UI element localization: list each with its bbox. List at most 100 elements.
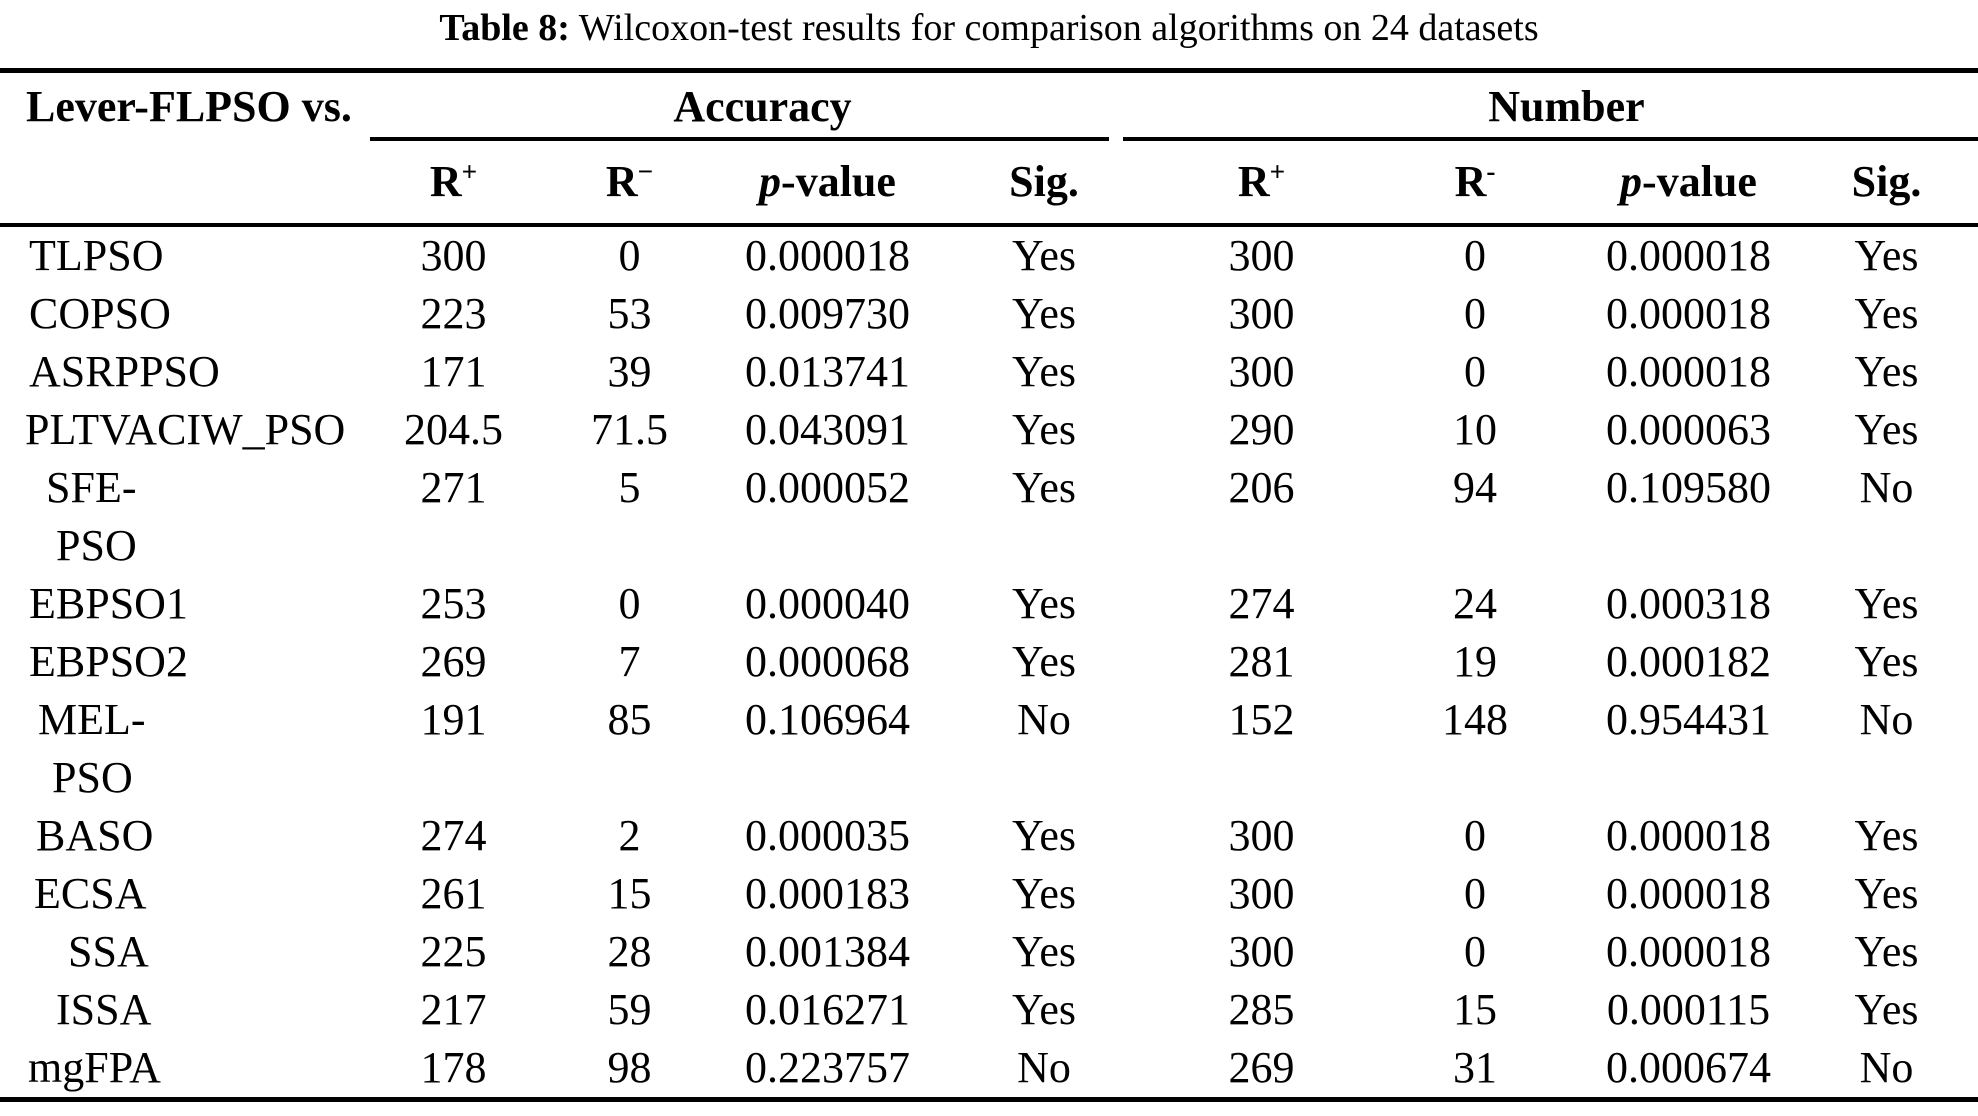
sub-header-num-sig: Sig. bbox=[1795, 140, 1978, 227]
cell-num-sig bbox=[1795, 517, 1978, 575]
r-plus-sup: + bbox=[1269, 156, 1286, 187]
cell-num-r-minus: 0 bbox=[1464, 927, 1486, 976]
cell-acc-r-minus: 85 bbox=[607, 695, 652, 744]
cell-num-r-minus: 0 bbox=[1464, 869, 1486, 918]
sub-header-num-r-minus: R- bbox=[1368, 140, 1582, 227]
cell-num-r-plus bbox=[1155, 749, 1368, 807]
table-row-continuation: PSO bbox=[0, 517, 1978, 575]
cell-num-r-plus: 300 bbox=[1228, 289, 1295, 338]
sub-header-empty bbox=[0, 140, 370, 227]
number-underline-rule bbox=[1123, 136, 1978, 141]
r-minus-sup: - bbox=[1486, 156, 1496, 187]
cell-algorithm: BASO bbox=[36, 811, 154, 860]
cell-num-sig: No bbox=[1859, 1043, 1914, 1092]
cell-num-r-plus: 300 bbox=[1228, 869, 1295, 918]
wilcoxon-results-table: Lever-FLPSO vs. Accuracy Number R+ R− p-… bbox=[0, 68, 1978, 1102]
group-header-accuracy: Accuracy bbox=[370, 71, 1155, 141]
cell-acc-r-minus: 2 bbox=[618, 811, 641, 860]
table-row: BASO 274 2 0.000035 Yes 300 0 0.000018 Y… bbox=[0, 807, 1978, 865]
table-row: MEL- 191 85 0.106964 No 152 148 0.954431… bbox=[0, 691, 1978, 749]
cell-acc-sig: Yes bbox=[1011, 405, 1077, 454]
sub-header-row: R+ R− p-value Sig. R+ R- p-value Sig. bbox=[0, 140, 1978, 227]
cell-algorithm: SFE- bbox=[46, 463, 137, 512]
cell-acc-r-plus: 178 bbox=[420, 1043, 487, 1092]
sub-header-acc-sig: Sig. bbox=[933, 140, 1155, 227]
cell-num-sig: Yes bbox=[1854, 811, 1919, 860]
cell-acc-r-minus: 59 bbox=[607, 985, 652, 1034]
cell-num-r-minus: 24 bbox=[1453, 579, 1497, 628]
cell-acc-r-minus: 28 bbox=[607, 927, 652, 976]
cell-num-r-plus: 300 bbox=[1228, 231, 1295, 280]
sub-header-num-p-value: p-value bbox=[1582, 140, 1795, 227]
cell-num-r-minus: 10 bbox=[1453, 405, 1497, 454]
cell-acc-r-minus: 15 bbox=[607, 869, 652, 918]
cell-num-r-plus: 269 bbox=[1228, 1043, 1295, 1092]
cell-acc-r-plus: 271 bbox=[420, 463, 487, 512]
cell-acc-p-value: 0.000183 bbox=[745, 869, 910, 918]
cell-num-r-minus: 15 bbox=[1453, 985, 1497, 1034]
cell-num-p-value: 0.109580 bbox=[1606, 463, 1771, 512]
cell-acc-p-value: 0.000052 bbox=[745, 463, 910, 512]
cell-num-sig: Yes bbox=[1854, 347, 1919, 396]
cell-num-sig: Yes bbox=[1854, 869, 1919, 918]
cell-algorithm: EBPSO1 bbox=[29, 579, 188, 628]
p-rest: -value bbox=[1642, 157, 1757, 206]
cell-acc-r-minus bbox=[537, 749, 722, 807]
cell-num-r-minus: 94 bbox=[1453, 463, 1497, 512]
cell-acc-sig: Yes bbox=[1011, 985, 1077, 1034]
cell-num-p-value: 0.000018 bbox=[1606, 811, 1771, 860]
cell-algorithm: ASRPPSO bbox=[29, 347, 220, 396]
table-body: TLPSO 300 0 0.000018 Yes 300 0 0.000018 … bbox=[0, 225, 1978, 1100]
r-plus-base: R bbox=[429, 157, 462, 206]
r-minus-base: R bbox=[1454, 157, 1487, 206]
cell-acc-sig: Yes bbox=[1011, 231, 1077, 280]
table-row: mgFPA 178 98 0.223757 No 269 31 0.000674… bbox=[0, 1039, 1978, 1100]
p-italic: p bbox=[759, 157, 782, 206]
cell-acc-p-value: 0.000040 bbox=[745, 579, 910, 628]
table-header: Lever-FLPSO vs. Accuracy Number R+ R− p-… bbox=[0, 71, 1978, 227]
cell-algorithm: ECSA bbox=[34, 869, 147, 918]
cell-acc-sig: Yes bbox=[1011, 637, 1077, 686]
cell-num-r-minus: 19 bbox=[1453, 637, 1497, 686]
cell-num-r-plus: 300 bbox=[1228, 811, 1295, 860]
cell-algorithm: EBPSO2 bbox=[29, 637, 188, 686]
cell-num-r-plus: 300 bbox=[1228, 347, 1295, 396]
cell-num-r-minus: 0 bbox=[1464, 811, 1486, 860]
cell-acc-p-value: 0.001384 bbox=[745, 927, 910, 976]
cell-acc-p-value: 0.000035 bbox=[745, 811, 910, 860]
cell-acc-p-value bbox=[722, 749, 933, 807]
table-row: ASRPPSO 171 39 0.013741 Yes 300 0 0.0000… bbox=[0, 343, 1978, 401]
cell-num-p-value: 0.000115 bbox=[1606, 985, 1771, 1034]
cell-acc-r-plus: 171 bbox=[420, 347, 487, 396]
header-lever-flpso-vs: Lever-FLPSO vs. bbox=[26, 82, 352, 132]
cell-num-r-minus: 31 bbox=[1453, 1043, 1497, 1092]
p-italic: p bbox=[1620, 157, 1643, 206]
cell-acc-r-minus: 0 bbox=[618, 579, 641, 628]
cell-num-r-plus: 300 bbox=[1228, 927, 1295, 976]
cell-acc-p-value: 0.009730 bbox=[745, 289, 910, 338]
cell-acc-r-plus: 274 bbox=[420, 811, 487, 860]
cell-num-sig: Yes bbox=[1854, 405, 1919, 454]
group-header-row: Lever-FLPSO vs. Accuracy Number bbox=[0, 71, 1978, 141]
sub-header-acc-p-value: p-value bbox=[722, 140, 933, 227]
cell-num-r-minus: 148 bbox=[1442, 695, 1508, 744]
sub-header-num-r-plus: R+ bbox=[1155, 140, 1368, 227]
cell-algorithm: COPSO bbox=[29, 289, 171, 338]
cell-num-p-value: 0.000182 bbox=[1606, 637, 1771, 686]
cell-num-sig: Yes bbox=[1854, 289, 1919, 338]
cell-acc-r-minus bbox=[537, 517, 722, 575]
cell-algorithm: ISSA bbox=[56, 985, 152, 1034]
cell-acc-r-plus: 204.5 bbox=[404, 405, 503, 454]
cell-acc-sig: Yes bbox=[1011, 927, 1077, 976]
cell-acc-sig: Yes bbox=[1011, 869, 1077, 918]
cell-acc-r-plus bbox=[370, 749, 537, 807]
cell-num-sig bbox=[1795, 749, 1978, 807]
cell-acc-p-value: 0.000068 bbox=[745, 637, 910, 686]
cell-acc-sig bbox=[933, 749, 1155, 807]
cell-algorithm: TLPSO bbox=[29, 231, 164, 280]
cell-num-p-value: 0.000018 bbox=[1606, 231, 1771, 280]
cell-acc-p-value: 0.106964 bbox=[745, 695, 910, 744]
table-row: ISSA 217 59 0.016271 Yes 285 15 0.000115… bbox=[0, 981, 1978, 1039]
caption-label: Table 8: bbox=[439, 7, 570, 49]
cell-acc-r-minus: 0 bbox=[618, 231, 641, 280]
